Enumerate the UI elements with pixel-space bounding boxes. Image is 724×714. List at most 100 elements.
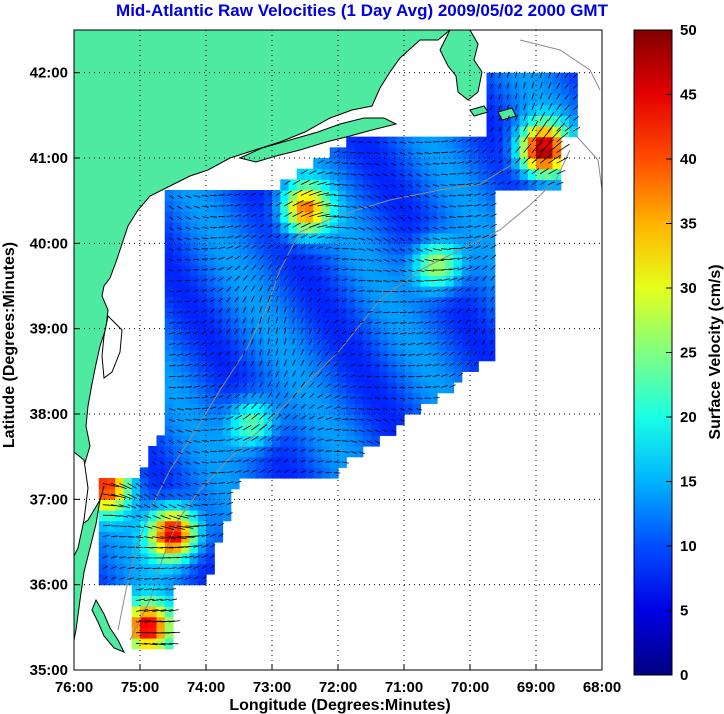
speed-cell: [214, 307, 224, 319]
velocity-arrow: [342, 268, 349, 271]
velocity-arrow: [267, 213, 273, 218]
speed-cell: [470, 328, 479, 340]
velocity-arrow: [399, 386, 406, 389]
velocity-arrow: [242, 203, 249, 207]
velocity-arrow: [424, 310, 431, 314]
speed-cell: [486, 136, 496, 148]
velocity-arrow: [317, 298, 321, 303]
speed-cell: [263, 243, 273, 255]
velocity-arrow: [111, 493, 127, 499]
long-island: [238, 117, 398, 163]
speed-cell: [461, 136, 471, 148]
speed-cell: [272, 328, 281, 340]
colorbar-tick-label: 35: [680, 216, 697, 233]
velocity-arrow: [251, 274, 256, 281]
velocity-arrow: [391, 322, 399, 324]
velocity-arrow: [177, 418, 184, 422]
velocity-arrow: [350, 237, 358, 240]
speed-cell: [445, 307, 455, 319]
speed-cell: [247, 382, 257, 394]
velocity-arrow: [185, 525, 199, 528]
velocity-arrow: [267, 402, 274, 409]
speed-cell: [247, 403, 257, 415]
speed-cell: [247, 286, 257, 298]
velocity-arrow: [375, 301, 382, 303]
velocity-arrow: [465, 183, 473, 186]
speed-cell: [214, 318, 224, 330]
speed-cell: [280, 307, 290, 319]
velocity-arrow: [168, 642, 179, 645]
speed-cell: [296, 307, 306, 319]
speed-cell: [296, 392, 306, 404]
velocity-arrow: [226, 318, 231, 324]
velocity-arrow: [185, 514, 196, 518]
velocity-arrow: [176, 226, 183, 231]
velocity-arrow: [449, 319, 454, 324]
velocity-arrow: [482, 255, 489, 260]
velocity-arrow: [548, 92, 552, 100]
velocity-arrow: [300, 189, 313, 196]
velocity-arrow: [242, 459, 250, 463]
speed-cell: [206, 318, 215, 330]
velocity-arrow: [514, 82, 518, 89]
speed-cell: [503, 126, 512, 138]
velocity-arrow: [234, 426, 243, 431]
velocity-arrow: [210, 406, 217, 410]
velocity-arrow: [473, 149, 480, 154]
velocity-arrow: [408, 269, 415, 273]
velocity-arrow: [465, 340, 470, 345]
velocity-arrow: [317, 308, 321, 313]
speed-cell: [288, 179, 298, 191]
speed-cell: [445, 328, 455, 340]
velocity-arrow: [143, 493, 150, 498]
speed-cell: [544, 72, 554, 84]
velocity-arrow: [374, 226, 381, 231]
velocity-arrow: [201, 278, 208, 282]
y-tick-label: 39:00: [30, 321, 68, 338]
velocity-arrow: [391, 141, 398, 144]
velocity-arrow: [482, 149, 487, 153]
velocity-arrow: [556, 182, 564, 186]
speed-cell: [478, 147, 488, 159]
velocity-arrow: [193, 482, 200, 486]
velocity-arrow: [457, 287, 463, 292]
velocity-arrow: [441, 248, 451, 250]
velocity-arrow: [399, 173, 405, 177]
velocity-arrow: [292, 317, 296, 324]
speed-cell: [494, 126, 504, 138]
speed-cell: [313, 382, 323, 394]
speed-cell: [503, 83, 512, 95]
velocity-arrow: [407, 162, 414, 166]
velocity-arrow: [218, 308, 223, 313]
velocity-arrow: [193, 385, 200, 388]
velocity-arrow: [416, 173, 422, 177]
velocity-arrow: [119, 566, 126, 570]
velocity-arrow: [177, 577, 184, 580]
velocity-arrow: [300, 266, 305, 271]
speed-cell: [511, 115, 521, 127]
velocity-arrow: [416, 331, 424, 335]
velocity-arrow: [292, 200, 304, 207]
velocity-arrow: [506, 147, 512, 153]
velocity-arrow: [490, 264, 496, 271]
speed-cell: [494, 179, 504, 191]
speed-cell: [519, 115, 529, 127]
speed-cell: [305, 360, 314, 372]
velocity-arrow: [177, 269, 182, 272]
velocity-arrow: [259, 424, 268, 431]
speed-cell: [197, 563, 207, 575]
velocity-arrow: [226, 470, 234, 474]
speed-cell: [206, 296, 215, 308]
speed-cell: [280, 371, 290, 383]
velocity-arrow: [201, 216, 209, 219]
speed-cell: [280, 414, 290, 426]
velocity-arrow: [391, 386, 397, 389]
speed-cell: [338, 350, 347, 362]
velocity-arrow: [152, 451, 157, 455]
velocity-arrow: [234, 255, 241, 260]
speed-cell: [527, 104, 537, 116]
speed-cell: [569, 115, 578, 127]
velocity-arrow: [416, 258, 425, 262]
velocity-arrow: [441, 237, 449, 240]
